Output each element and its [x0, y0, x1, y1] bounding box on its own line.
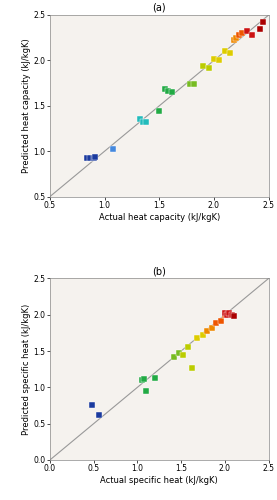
X-axis label: Actual heat capacity (kJ/kgK): Actual heat capacity (kJ/kgK)	[99, 212, 220, 222]
Y-axis label: Predicted specific heat (kJ/kgK): Predicted specific heat (kJ/kgK)	[22, 304, 31, 435]
Y-axis label: Predicted heat capacity (kJ/kgK): Predicted heat capacity (kJ/kgK)	[22, 38, 31, 173]
Title: (a): (a)	[152, 3, 166, 13]
X-axis label: Actual specific heat (kJ/kgK): Actual specific heat (kJ/kgK)	[100, 476, 218, 485]
Title: (b): (b)	[152, 266, 166, 276]
